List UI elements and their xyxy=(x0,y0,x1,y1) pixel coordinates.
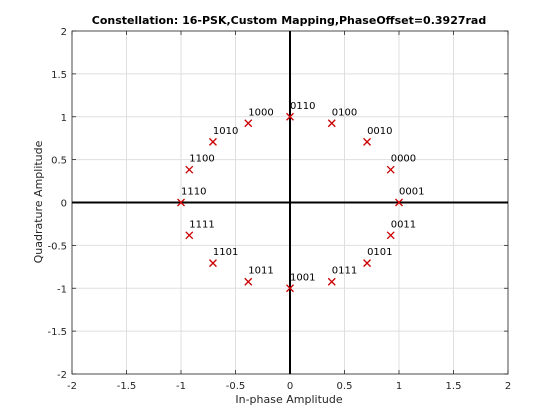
x-tick-label: -1 xyxy=(176,381,186,392)
data-points: 0001 0000 0010 0100 0110 1000 1010 1100 1110 1111… xyxy=(177,101,424,293)
y-tick-label: 2 xyxy=(61,27,67,38)
point-marker xyxy=(395,198,403,207)
point-label: 0110 xyxy=(290,101,315,112)
point-label: 0001 xyxy=(399,187,424,198)
point-marker xyxy=(363,137,372,146)
point-marker xyxy=(327,119,336,128)
y-tick-label: -2 xyxy=(57,370,67,381)
y-tick-label: -1 xyxy=(57,284,67,295)
y-tick-label: -1.5 xyxy=(47,327,67,338)
point-marker xyxy=(244,119,253,128)
point-label: 0000 xyxy=(391,154,416,165)
point-label: 1110 xyxy=(181,187,206,198)
point-marker xyxy=(327,277,336,286)
constellation-point: 0111 xyxy=(327,266,357,286)
y-tick-label: 1 xyxy=(61,113,67,124)
constellation-point: 1010 xyxy=(208,126,238,146)
constellation-point: 0101 xyxy=(363,247,393,268)
y-tick-label: -0.5 xyxy=(47,241,67,252)
constellation-point: 0011 xyxy=(386,219,416,240)
point-marker xyxy=(386,231,395,240)
x-tick-label: 1.5 xyxy=(446,381,462,392)
x-tick-label: -0.5 xyxy=(226,381,246,392)
constellation-point: 1000 xyxy=(244,107,274,128)
point-marker xyxy=(177,198,185,207)
constellation-point: 1100 xyxy=(185,154,215,174)
chart-title: Constellation: 16-PSK,Custom Mapping,Pha… xyxy=(92,14,486,27)
point-label: 1001 xyxy=(290,272,315,283)
point-label: 1100 xyxy=(189,154,214,165)
point-marker xyxy=(386,165,395,174)
y-tick-label: 0.5 xyxy=(51,156,67,167)
y-tick-label: 1.5 xyxy=(51,70,67,81)
y-tick-label: 0 xyxy=(61,199,67,210)
point-marker xyxy=(208,259,217,268)
x-tick-label: 0 xyxy=(287,381,293,392)
point-label: 0101 xyxy=(367,247,392,258)
constellation-point: 1110 xyxy=(177,187,206,207)
x-tick-label: -2 xyxy=(67,381,77,392)
x-tick-label: -1.5 xyxy=(117,381,137,392)
point-marker xyxy=(363,259,372,268)
point-label: 1000 xyxy=(248,107,273,118)
point-label: 1111 xyxy=(189,219,214,230)
constellation-point: 0010 xyxy=(363,126,393,146)
constellation-point: 1011 xyxy=(244,266,274,286)
point-label: 1010 xyxy=(213,126,238,137)
x-tick-label: 0.5 xyxy=(337,381,353,392)
point-label: 0100 xyxy=(332,107,357,118)
tick-labels: -2 -1.5 -1 -0.5 0 0.5 1 1.5 2 -2 -1.5 -1 -0.5 0 0.5 1 1.… xyxy=(47,27,511,392)
point-marker xyxy=(286,112,294,121)
point-label: 0111 xyxy=(332,266,357,277)
point-label: 0011 xyxy=(391,219,416,230)
point-marker xyxy=(185,231,194,240)
x-tick-label: 1 xyxy=(396,381,402,392)
constellation-point: 1111 xyxy=(185,219,215,240)
point-label: 0010 xyxy=(367,126,392,137)
constellation-point: 0000 xyxy=(386,154,416,174)
constellation-point: 1101 xyxy=(208,247,238,268)
constellation-point: 0001 xyxy=(395,187,424,207)
point-marker xyxy=(244,277,253,286)
point-marker xyxy=(208,137,217,146)
point-marker xyxy=(286,284,294,293)
y-axis-label: Quadrature Amplitude xyxy=(32,140,45,263)
x-tick-label: 2 xyxy=(505,381,511,392)
constellation-point: 1001 xyxy=(286,272,315,293)
point-label: 1011 xyxy=(248,266,273,277)
point-marker xyxy=(185,165,194,174)
x-axis-label: In-phase Amplitude xyxy=(235,393,342,406)
point-label: 1101 xyxy=(213,247,238,258)
axes xyxy=(71,30,509,375)
constellation-point: 0100 xyxy=(327,107,357,128)
constellation-point: 0110 xyxy=(286,101,315,121)
